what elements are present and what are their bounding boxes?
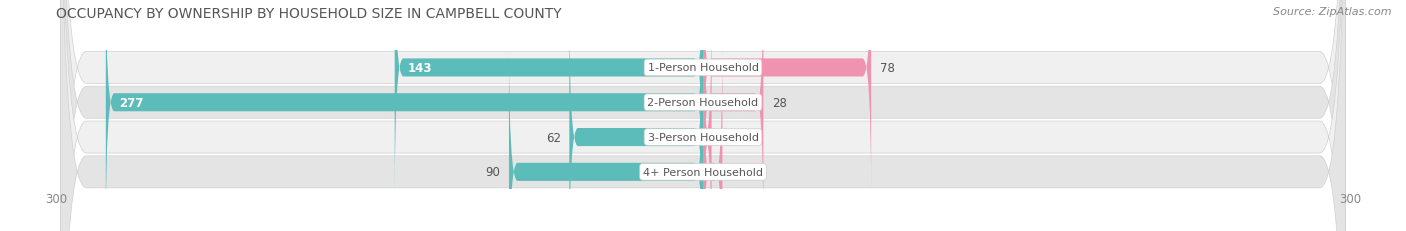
FancyBboxPatch shape xyxy=(703,0,763,231)
Text: 9: 9 xyxy=(731,166,738,179)
Text: 1-Person Household: 1-Person Household xyxy=(648,63,758,73)
Text: 4+ Person Household: 4+ Person Household xyxy=(643,167,763,177)
FancyBboxPatch shape xyxy=(569,8,703,231)
Text: 143: 143 xyxy=(408,62,432,75)
Text: Source: ZipAtlas.com: Source: ZipAtlas.com xyxy=(1274,7,1392,17)
Text: 4: 4 xyxy=(720,131,728,144)
FancyBboxPatch shape xyxy=(60,0,1346,231)
Text: OCCUPANCY BY OWNERSHIP BY HOUSEHOLD SIZE IN CAMPBELL COUNTY: OCCUPANCY BY OWNERSHIP BY HOUSEHOLD SIZE… xyxy=(56,7,562,21)
FancyBboxPatch shape xyxy=(105,0,703,231)
Text: 78: 78 xyxy=(880,62,894,75)
FancyBboxPatch shape xyxy=(703,8,711,231)
FancyBboxPatch shape xyxy=(60,0,1346,231)
Text: 2-Person Household: 2-Person Household xyxy=(647,98,759,108)
Text: 62: 62 xyxy=(546,131,561,144)
FancyBboxPatch shape xyxy=(395,0,703,198)
FancyBboxPatch shape xyxy=(703,0,872,198)
FancyBboxPatch shape xyxy=(703,43,723,231)
Text: 3-Person Household: 3-Person Household xyxy=(648,132,758,143)
Text: 90: 90 xyxy=(485,166,501,179)
FancyBboxPatch shape xyxy=(509,43,703,231)
Text: 28: 28 xyxy=(772,96,787,109)
FancyBboxPatch shape xyxy=(60,0,1346,231)
Text: 277: 277 xyxy=(118,96,143,109)
FancyBboxPatch shape xyxy=(60,0,1346,231)
